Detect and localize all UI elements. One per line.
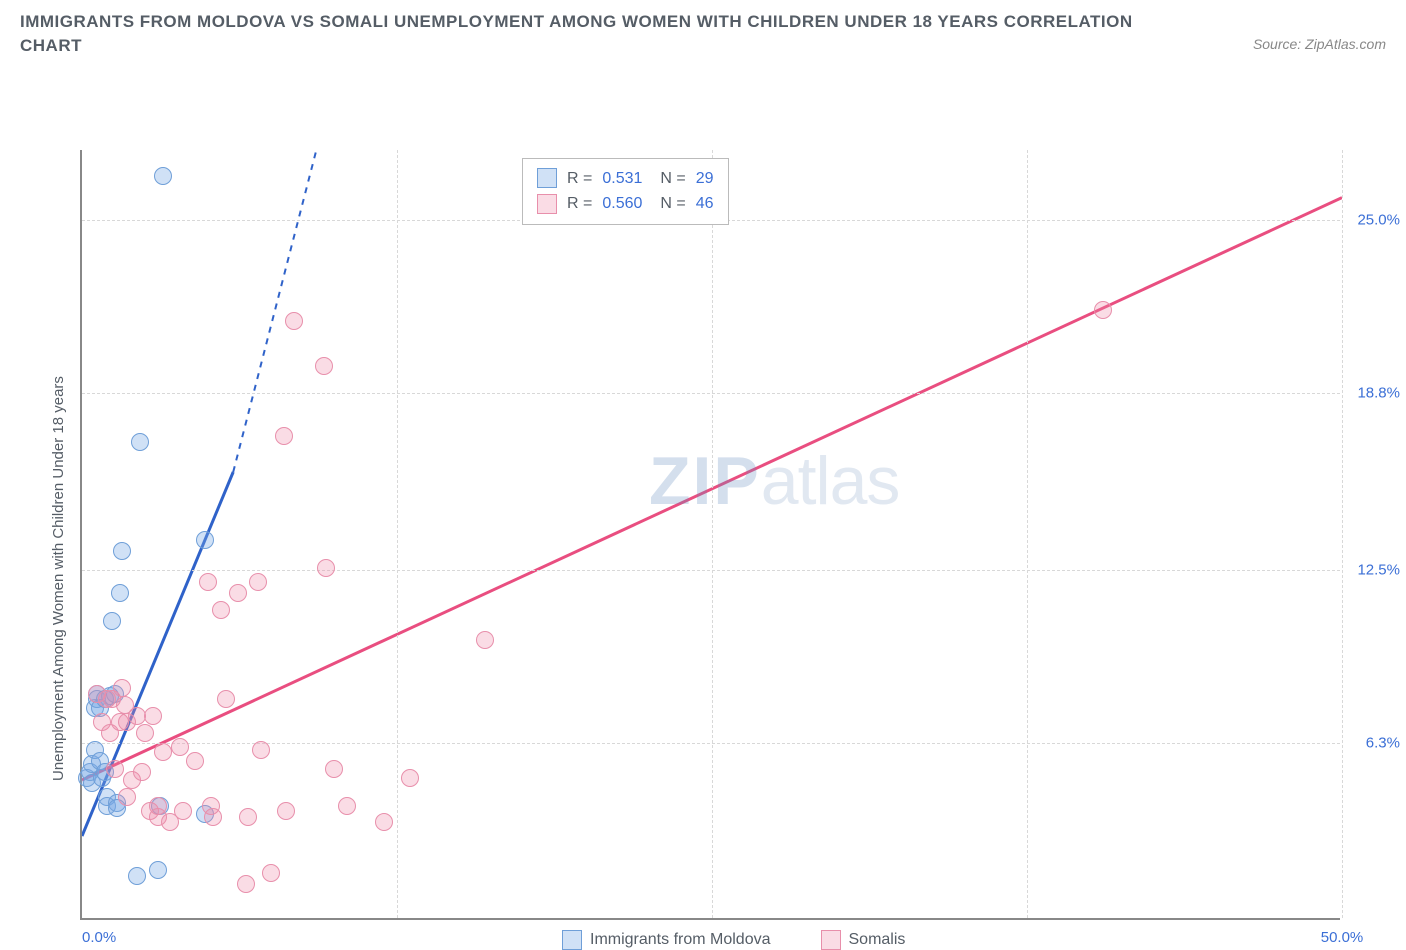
data-point [113,542,131,560]
data-point [1094,301,1112,319]
plot-region: ZIPatlas 6.3%12.5%18.8%25.0%0.0%50.0%R =… [80,150,1340,920]
data-point [111,584,129,602]
data-point [149,861,167,879]
data-point [174,802,192,820]
data-point [118,788,136,806]
data-point [262,864,280,882]
data-point [239,808,257,826]
series-legend-item: Somalis [821,930,906,950]
legend-r-label: R = [567,191,592,217]
gridline-v [397,150,398,918]
y-tick-label: 18.8% [1357,385,1400,402]
data-point [249,573,267,591]
gridline-h [82,570,1340,571]
y-tick-label: 6.3% [1366,735,1400,752]
source-label: Source: ZipAtlas.com [1253,36,1386,52]
legend-r-value: 0.531 [602,166,642,192]
y-tick-label: 25.0% [1357,211,1400,228]
legend-swatch [562,930,582,950]
data-point [476,631,494,649]
data-point [131,433,149,451]
data-point [217,690,235,708]
data-point [171,738,189,756]
x-tick-label: 0.0% [82,929,116,946]
data-point [212,601,230,619]
data-point [113,679,131,697]
data-point [252,741,270,759]
legend-n-label: N = [660,191,685,217]
stats-legend-row: R = 0.531 N = 29 [537,166,714,192]
data-point [325,760,343,778]
data-point [375,813,393,831]
data-point [199,573,217,591]
gridline-v [712,150,713,918]
data-point [401,769,419,787]
legend-swatch [537,194,557,214]
gridline-v [1342,150,1343,918]
data-point [154,167,172,185]
legend-n-value: 29 [696,166,714,192]
data-point [229,584,247,602]
data-point [186,752,204,770]
legend-r-value: 0.560 [602,191,642,217]
legend-swatch [537,168,557,188]
legend-n-label: N = [660,166,685,192]
gridline-v [1027,150,1028,918]
data-point [106,760,124,778]
watermark-atlas: atlas [761,443,900,519]
legend-swatch [821,930,841,950]
data-point [154,743,172,761]
data-point [128,867,146,885]
series-name: Somalis [849,931,906,948]
data-point [277,802,295,820]
stats-legend-row: R = 0.560 N = 46 [537,191,714,217]
data-point [196,531,214,549]
legend-n-value: 46 [696,191,714,217]
series-legend: Immigrants from Moldova Somalis [562,930,905,950]
data-point [317,559,335,577]
y-axis-label: Unemployment Among Women with Children U… [50,376,67,781]
legend-r-label: R = [567,166,592,192]
series-name: Immigrants from Moldova [590,931,771,948]
data-point [103,612,121,630]
data-point [133,763,151,781]
data-point [338,797,356,815]
data-point [315,357,333,375]
data-point [275,427,293,445]
watermark: ZIPatlas [649,442,899,520]
series-legend-item: Immigrants from Moldova [562,930,771,950]
data-point [136,724,154,742]
gridline-h [82,743,1340,744]
chart-title: IMMIGRANTS FROM MOLDOVA VS SOMALI UNEMPL… [20,10,1170,58]
watermark-zip: ZIP [649,443,761,519]
data-point [285,312,303,330]
stats-legend: R = 0.531 N = 29 R = 0.560 N = 46 [522,158,729,225]
x-tick-label: 50.0% [1321,929,1364,946]
data-point [237,875,255,893]
data-point [144,707,162,725]
y-tick-label: 12.5% [1357,561,1400,578]
data-point [204,808,222,826]
gridline-h [82,393,1340,394]
